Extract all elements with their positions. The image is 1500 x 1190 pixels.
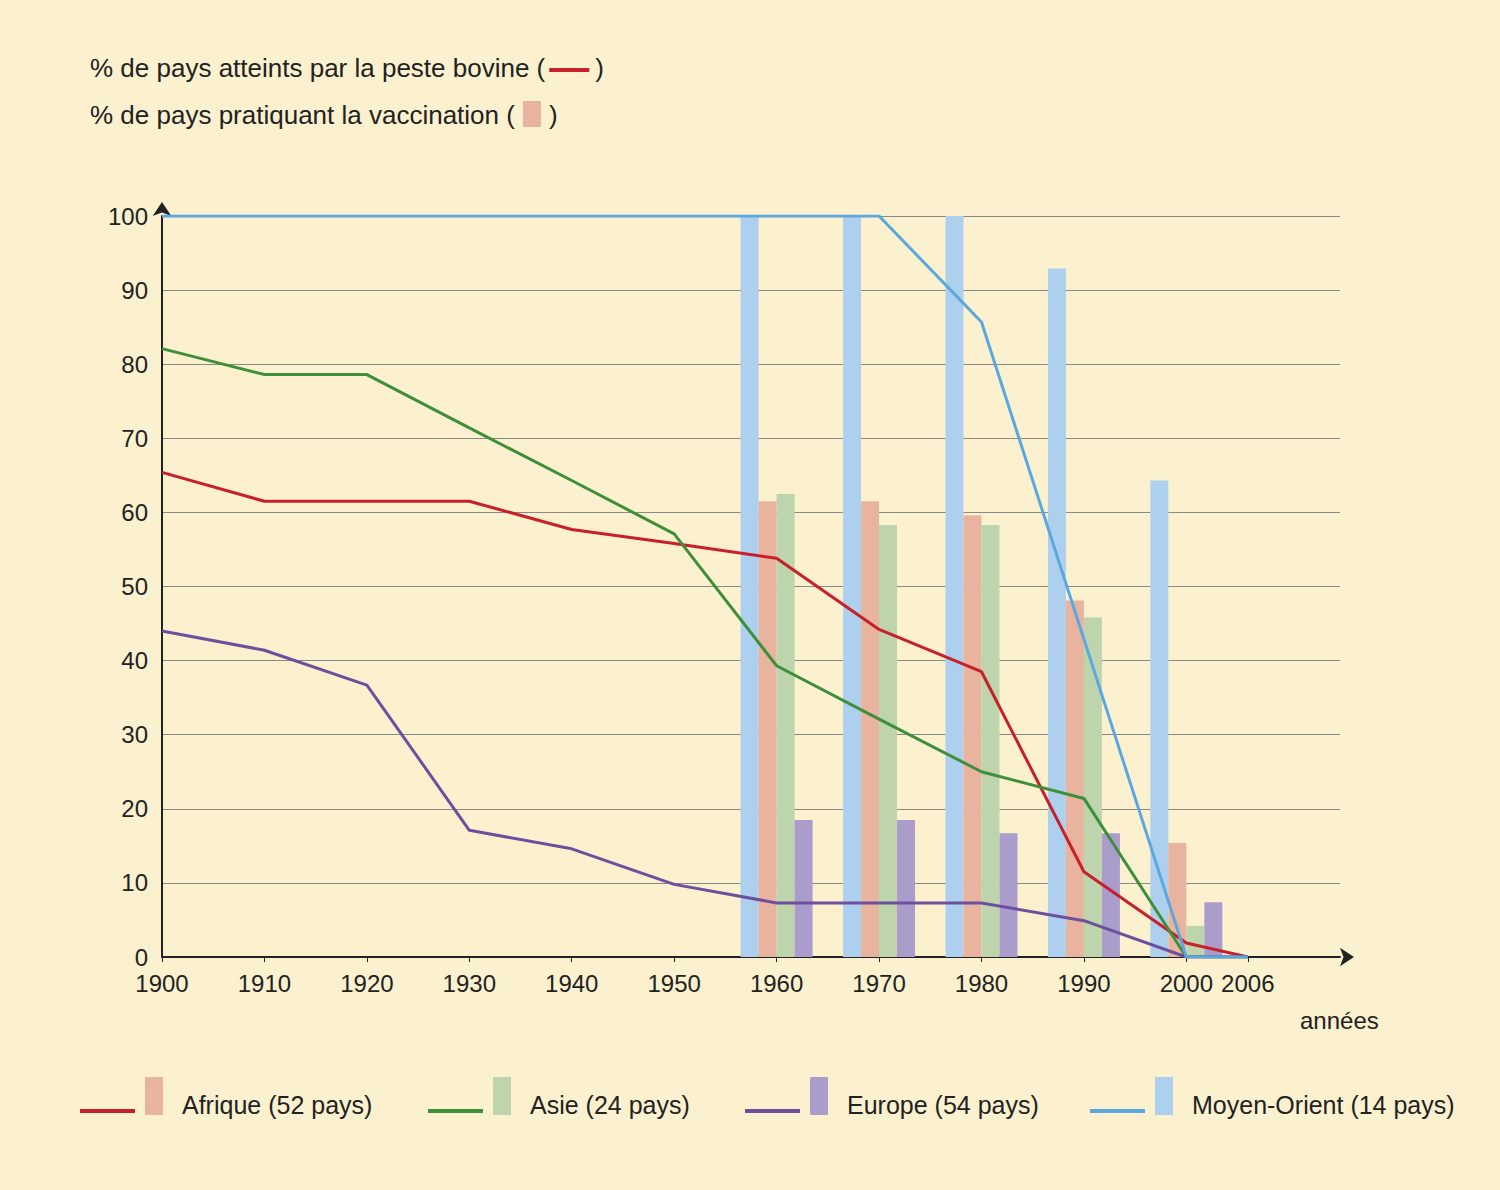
svg-text:40: 40 [121,647,148,674]
svg-text:Europe (54 pays): Europe (54 pays) [847,1091,1039,1119]
svg-text:1950: 1950 [647,970,700,997]
svg-text:1940: 1940 [545,970,598,997]
svg-text:années: années [1300,1007,1379,1034]
svg-text:0: 0 [135,944,148,971]
svg-text:Moyen-Orient (14 pays): Moyen-Orient (14 pays) [1192,1091,1455,1119]
svg-text:20: 20 [121,795,148,822]
svg-text:60: 60 [121,499,148,526]
svg-text:1930: 1930 [443,970,496,997]
svg-text:% de pays pratiquant la vaccin: % de pays pratiquant la vaccination ( [90,100,515,130]
svg-text:1960: 1960 [750,970,803,997]
svg-text:2000: 2000 [1160,970,1213,997]
svg-text:30: 30 [121,721,148,748]
svg-text:1910: 1910 [238,970,291,997]
svg-text:Asie (24 pays): Asie (24 pays) [530,1091,690,1119]
svg-text:10: 10 [121,869,148,896]
svg-text:50: 50 [121,573,148,600]
svg-text:70: 70 [121,425,148,452]
svg-text:1980: 1980 [955,970,1008,997]
svg-text:Afrique (52 pays): Afrique (52 pays) [182,1091,372,1119]
svg-text:% de pays atteints par la pest: % de pays atteints par la peste bovine ( [90,53,546,83]
svg-text:): ) [549,100,558,130]
svg-text:100: 100 [108,203,148,230]
svg-text:90: 90 [121,277,148,304]
svg-text:2006: 2006 [1221,970,1274,997]
svg-text:1990: 1990 [1057,970,1110,997]
svg-text:): ) [595,53,604,83]
svg-text:1920: 1920 [340,970,393,997]
svg-text:1970: 1970 [852,970,905,997]
svg-text:1900: 1900 [135,970,188,997]
svg-text:80: 80 [121,351,148,378]
